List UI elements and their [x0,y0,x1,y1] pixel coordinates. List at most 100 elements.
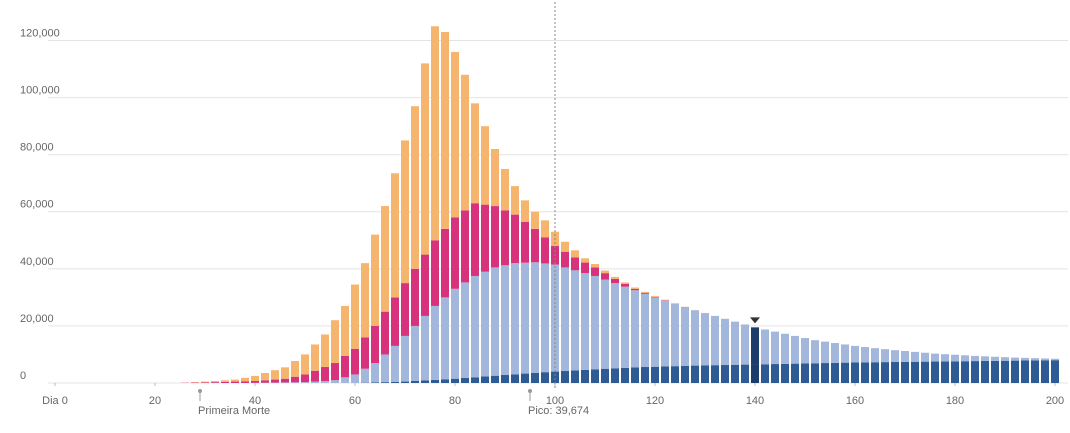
bar-segment [921,361,929,383]
bar-segment [371,382,379,383]
bar-segment [491,148,499,207]
highlight-marker [750,317,760,324]
bar-segment [1051,358,1059,361]
bar-segment [811,340,819,364]
bar-segment [581,273,589,370]
bar-segment [801,363,809,383]
bar-segment [541,220,549,238]
bar-segment [731,364,739,383]
bar-segment [661,366,669,383]
bar-segment [1041,358,1049,361]
bar-segment [561,241,569,252]
bar-segment [521,262,529,374]
bar-segment [411,268,419,326]
bar-segment [981,360,989,383]
bar-segment [881,349,889,363]
bar-segment [781,333,789,364]
bar-segment [201,382,209,383]
bar-segment [261,380,269,383]
bar-segment [441,31,449,229]
bar-segment [881,362,889,383]
bar-segment [421,63,429,255]
bar-segment [211,381,219,383]
bar-segment [591,275,599,370]
bar-segment [531,211,539,229]
bar-segment [501,265,509,376]
bar-segment [331,380,339,383]
bar-segment [331,363,339,381]
bar-segment [511,374,519,383]
bar-segment [251,381,259,383]
bar-segment [631,287,639,289]
bar-segment [211,382,219,383]
bar-segment [861,362,869,383]
bar-segment [571,270,579,371]
bar-segment [361,368,369,383]
bar-segment [461,378,469,383]
bar-segment [851,362,859,383]
bar-segment [501,375,509,383]
bar-segment [931,353,939,362]
bar-segment [971,355,979,362]
bar-segment [811,363,819,383]
bar-segment [591,369,599,383]
bar-segment [1021,360,1029,383]
bar-segment [491,267,499,376]
bar-segment [581,369,589,383]
bar-segment [341,305,349,356]
bar-segment [991,360,999,383]
bar-segment [901,361,909,383]
bar-segment [761,329,769,365]
bar-segment [711,365,719,383]
bar-segment [781,363,789,383]
bar-segment [601,270,609,274]
bar-segment [641,292,649,294]
bar-segment [381,311,389,355]
x-tick-label: 160 [846,395,864,407]
bar-segment [481,204,489,272]
bar-segment [511,214,519,264]
bar-segment [271,379,279,383]
annotation-dot [528,389,532,393]
bar-segment [1031,358,1039,361]
bar-segment [651,296,659,298]
bar-segment [841,362,849,383]
bar-segment [321,381,329,383]
bar-segment [381,354,389,383]
bar-segment [731,321,739,365]
y-tick-label: 100,000 [20,85,60,97]
bar-segment [531,372,539,383]
bar-segment [601,368,609,383]
bar-segment [531,228,539,263]
bar-segment [221,380,229,382]
bar-segment [561,251,569,268]
y-tick-label: 40,000 [20,256,54,268]
bar-segment [511,186,519,215]
bar-segment [711,315,719,366]
bar-segment [631,288,639,291]
bar-segment [321,367,329,382]
bar-segment [1041,360,1049,383]
bar-segment [521,221,529,263]
bar-segment [611,368,619,383]
bar-segment [491,375,499,383]
bar-segment [831,362,839,383]
bar-segment [311,370,319,382]
bar-segment [821,341,829,364]
bar-segment [581,262,589,274]
bar-segment [571,257,579,271]
bar-segment [481,376,489,383]
bar-segment [411,325,419,382]
bar-segment [941,361,949,383]
bar-segment [931,361,939,383]
x-tick-label: Dia 0 [42,395,68,407]
bar-segment [401,381,409,383]
bar-segment [421,254,429,316]
bar-segment [751,364,759,383]
bar-segment [251,375,259,382]
bar-segment [401,283,409,336]
bar-segment [201,381,209,383]
bar-segment [301,354,309,375]
bar-segment [871,362,879,383]
